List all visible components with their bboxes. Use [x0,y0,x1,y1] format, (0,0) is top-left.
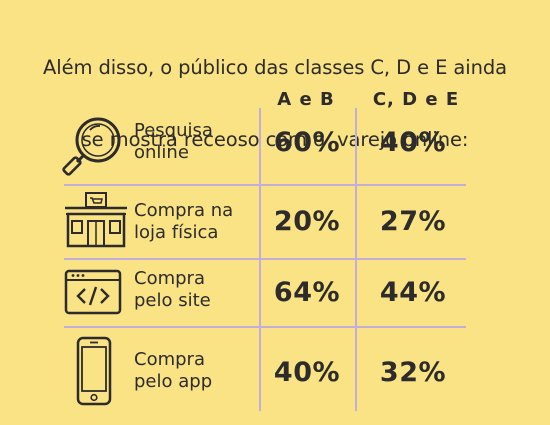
row-label-line: Pesquisa [134,120,213,141]
value-pesquisa-online-c-d-e: 40% [379,127,447,158]
value-loja-fisica-c-d-e: 27% [379,206,447,237]
row-label-line: online [134,142,189,163]
row-label-compra-loja-fisica: Compra na loja física [134,200,254,244]
row-label-line: Compra na [134,200,234,221]
storefront-icon [64,190,128,254]
column-header-c-d-e: C, D e E [372,89,460,110]
row-label-line: pelo app [134,371,213,392]
row-label-pesquisa-online: Pesquisa online [134,120,254,164]
value-pelo-app-c-d-e: 32% [379,357,447,388]
title-line-2: se mostra receoso com o varejo online: [81,128,469,151]
row-label-compra-pelo-site: Compra pelo site [134,268,254,312]
magnifier-icon [60,112,126,180]
value-pelo-site-c-d-e: 44% [379,277,447,308]
grid-row-divider-3 [64,326,466,328]
value-pelo-app-a-b: 40% [273,357,341,388]
row-label-line: Compra [134,268,205,289]
grid-row-divider-2 [64,258,466,260]
value-loja-fisica-a-b: 20% [273,206,341,237]
row-label-line: loja física [134,222,219,243]
grid-row-divider-1 [64,184,466,186]
row-label-compra-pelo-app: Compra pelo app [134,349,254,393]
value-pelo-site-a-b: 64% [273,277,341,308]
value-pesquisa-online-a-b: 60% [273,127,341,158]
column-header-a-b: A e B [277,89,335,110]
row-label-line: Compra [134,349,205,370]
smartphone-icon [74,336,114,412]
title-line-1: Além disso, o público das classes C, D e… [43,56,507,79]
row-label-line: pelo site [134,290,211,311]
chart-title: Além disso, o público das classes C, D e… [0,8,550,176]
browser-code-icon [64,268,122,320]
